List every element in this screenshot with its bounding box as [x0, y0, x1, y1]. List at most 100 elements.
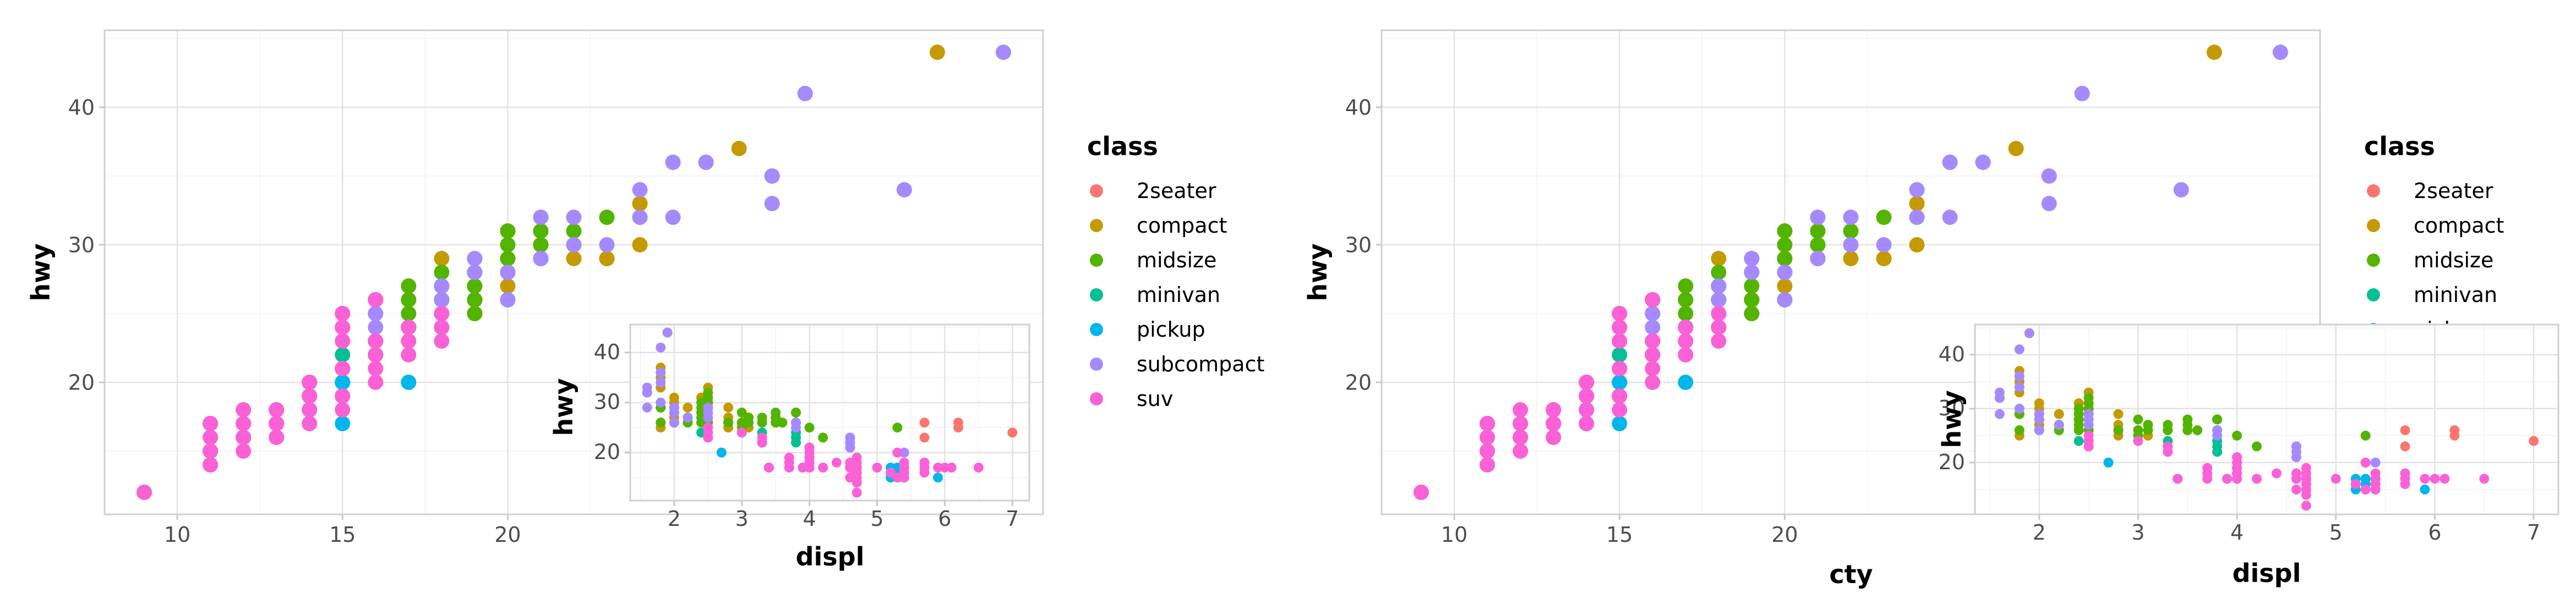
main-right-point-subcompact — [1711, 278, 1727, 294]
inset-right-point-2seater — [2449, 430, 2460, 441]
legend-left-key-pickup — [1090, 323, 1103, 336]
legend-right-key-midsize — [2367, 254, 2380, 267]
inset-left-point-2seater — [919, 418, 930, 428]
inset-left-point-midsize — [804, 422, 815, 433]
main-right-point-suv — [1413, 485, 1429, 500]
main-right-point-subcompact — [1810, 251, 1826, 266]
inset-left-point-midsize — [892, 422, 903, 433]
main-right-point-midsize — [1810, 237, 1826, 252]
main-right-point-suv — [1645, 361, 1661, 376]
inset-left-panel-border — [629, 323, 1030, 502]
main-left-point-subcompact — [500, 292, 516, 308]
inset-left-point-subcompact — [656, 377, 666, 388]
inset-left-point-subcompact — [669, 418, 679, 428]
main-left-x-tick-label: 20 — [494, 523, 521, 547]
inset-right-point-subcompact — [2014, 382, 2024, 392]
inset-left-point-midsize — [736, 408, 747, 418]
main-right-point-suv — [1579, 402, 1595, 418]
inset-left-point-pickup — [933, 473, 943, 483]
inset-left-point-suv — [757, 432, 767, 443]
main-right-point-suv — [1612, 306, 1628, 321]
main-left-point-suv — [203, 457, 219, 473]
inset-left-y-tick-label: 20 — [594, 440, 620, 464]
inset-left-point-subcompact — [642, 387, 652, 398]
inset-left-point-2seater — [953, 422, 963, 433]
inset-right-point-suv — [2291, 484, 2301, 495]
main-right-point-suv — [1513, 443, 1529, 459]
inset-left-point-suv — [804, 457, 815, 468]
main-left-point-subcompact — [368, 306, 384, 321]
main-right-point-suv — [1546, 416, 1562, 431]
main-right-point-compact — [1711, 251, 1727, 266]
inset-right-x-axis-title: displ — [2233, 558, 2301, 588]
legend-left-label-compact: compact — [1137, 213, 1227, 238]
main-left-point-suv — [302, 388, 318, 404]
main-right-point-suv — [1480, 416, 1496, 431]
legend-right-label-compact: compact — [2414, 213, 2504, 238]
inset-left-x-axis-title: displ — [796, 542, 865, 572]
inset-left-point-suv — [919, 457, 930, 468]
inset-right-point-compact — [2113, 409, 2124, 419]
inset-left-point-subcompact — [845, 442, 855, 453]
main-left-point-midsize — [500, 223, 516, 239]
main-right-point-suv — [1612, 333, 1628, 349]
main-right-point-subcompact — [1645, 320, 1661, 335]
main-right-point-pickup — [1612, 416, 1628, 431]
inset-right-point-compact — [2054, 409, 2064, 419]
main-left-point-suv — [368, 333, 384, 349]
inset-left-point-suv — [852, 487, 862, 498]
main-left-point-suv — [236, 416, 252, 431]
main-left-point-midsize — [566, 223, 582, 239]
main-left-point-subcompact — [764, 168, 780, 184]
inset-right-y-tick-label: 20 — [1939, 450, 1965, 474]
main-right-point-subcompact — [2041, 168, 2057, 184]
main-right-point-suv — [1579, 388, 1595, 404]
legend-left-label-minivan: minivan — [1137, 283, 1220, 307]
inset-right-point-midsize — [2014, 425, 2024, 436]
inset-left-point-subcompact — [845, 432, 855, 443]
inset-right-point-suv — [2301, 468, 2311, 479]
inset-left-point-suv — [973, 463, 984, 473]
inset-right-point-suv — [2420, 474, 2430, 484]
inset-left-point-suv — [804, 442, 815, 453]
main-right-point-pickup — [1612, 375, 1628, 390]
main-left-point-suv — [203, 443, 219, 459]
inset-right-point-midsize — [2192, 425, 2203, 436]
main-left-point-midsize — [533, 223, 549, 239]
inset-right-point-suv — [2133, 436, 2143, 446]
inset-left-point-suv — [784, 463, 794, 473]
inset-left-point-compact — [683, 402, 693, 413]
inset-left-point-suv — [852, 457, 862, 468]
inset-left-y-tick-label: 40 — [594, 340, 620, 364]
inset-left-point-suv — [736, 427, 747, 438]
main-right-point-subcompact — [1942, 155, 1958, 170]
main-left-point-subcompact — [566, 210, 582, 225]
inset-right-point-suv — [2232, 452, 2242, 463]
main-left-point-midsize — [500, 237, 516, 252]
inset-right-point-suv — [2301, 490, 2311, 500]
inset-right-point-midsize — [2073, 403, 2084, 414]
main-right-point-compact — [2206, 45, 2222, 60]
main-left-point-compact — [632, 196, 648, 211]
inset-right-point-suv — [2400, 479, 2410, 490]
inset-right-panel — [1969, 323, 2559, 520]
inset-right-x-tick-label: 4 — [2230, 520, 2244, 545]
main-right-point-minivan — [1612, 347, 1628, 363]
main-right-point-midsize — [1678, 278, 1694, 294]
main-left-point-suv — [335, 306, 351, 321]
main-right-point-suv — [1711, 333, 1727, 349]
main-right-x-tick-label: 20 — [1771, 523, 1798, 547]
inset-right-point-midsize — [2212, 414, 2223, 425]
inset-right-point-suv — [2163, 441, 2173, 452]
inset-right-point-pickup — [2420, 484, 2430, 495]
main-left-panel — [99, 29, 1044, 520]
main-left-point-midsize — [401, 306, 417, 321]
inset-right-point-2seater — [2529, 436, 2539, 446]
inset-left-point-suv — [892, 447, 903, 458]
inset-right-point-suv — [2400, 468, 2410, 479]
main-right-point-suv — [1579, 416, 1595, 431]
inset-right-point-midsize — [2073, 414, 2084, 425]
main-left-point-subcompact — [434, 278, 450, 294]
main-left-point-suv — [401, 320, 417, 335]
